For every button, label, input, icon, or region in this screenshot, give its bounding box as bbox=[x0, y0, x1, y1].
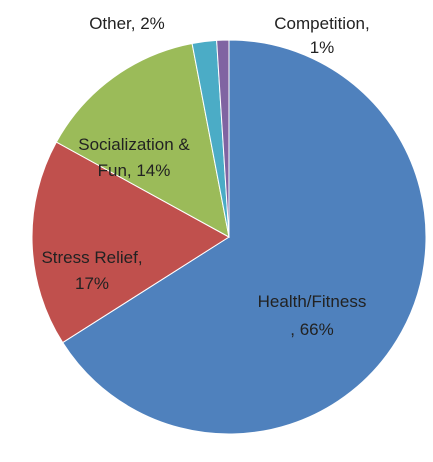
slice-label-line: Competition, bbox=[274, 14, 369, 33]
slice-label-social: Socialization & Fun, 14% bbox=[78, 135, 190, 180]
pie-slices bbox=[31, 39, 427, 435]
slice-label-line: 17% bbox=[75, 274, 109, 293]
slice-label-line: Other, 2% bbox=[89, 14, 165, 33]
pie-slice-stress bbox=[31, 141, 230, 344]
slice-label-line: , 66% bbox=[290, 320, 333, 339]
pie-labels: Health/Fitness , 66% Stress Relief, 17% Soci… bbox=[41, 14, 369, 339]
slice-label-line: Socialization & bbox=[78, 135, 190, 154]
slice-label-line: Health/Fitness bbox=[258, 292, 367, 311]
slice-label-competition: Competition, 1% bbox=[274, 14, 369, 57]
slice-label-stress: Stress Relief, 17% bbox=[41, 248, 142, 293]
pie-slice-health bbox=[61, 39, 427, 435]
slice-label-health: Health/Fitness , 66% bbox=[258, 292, 367, 339]
slice-label-other: Other, 2% bbox=[89, 14, 165, 33]
pie-slice-competition bbox=[216, 39, 230, 238]
slice-label-line: Fun, 14% bbox=[98, 161, 171, 180]
slice-label-line: 1% bbox=[310, 38, 335, 57]
slice-label-line: Stress Relief, bbox=[41, 248, 142, 267]
pie-slice-social bbox=[55, 42, 230, 238]
